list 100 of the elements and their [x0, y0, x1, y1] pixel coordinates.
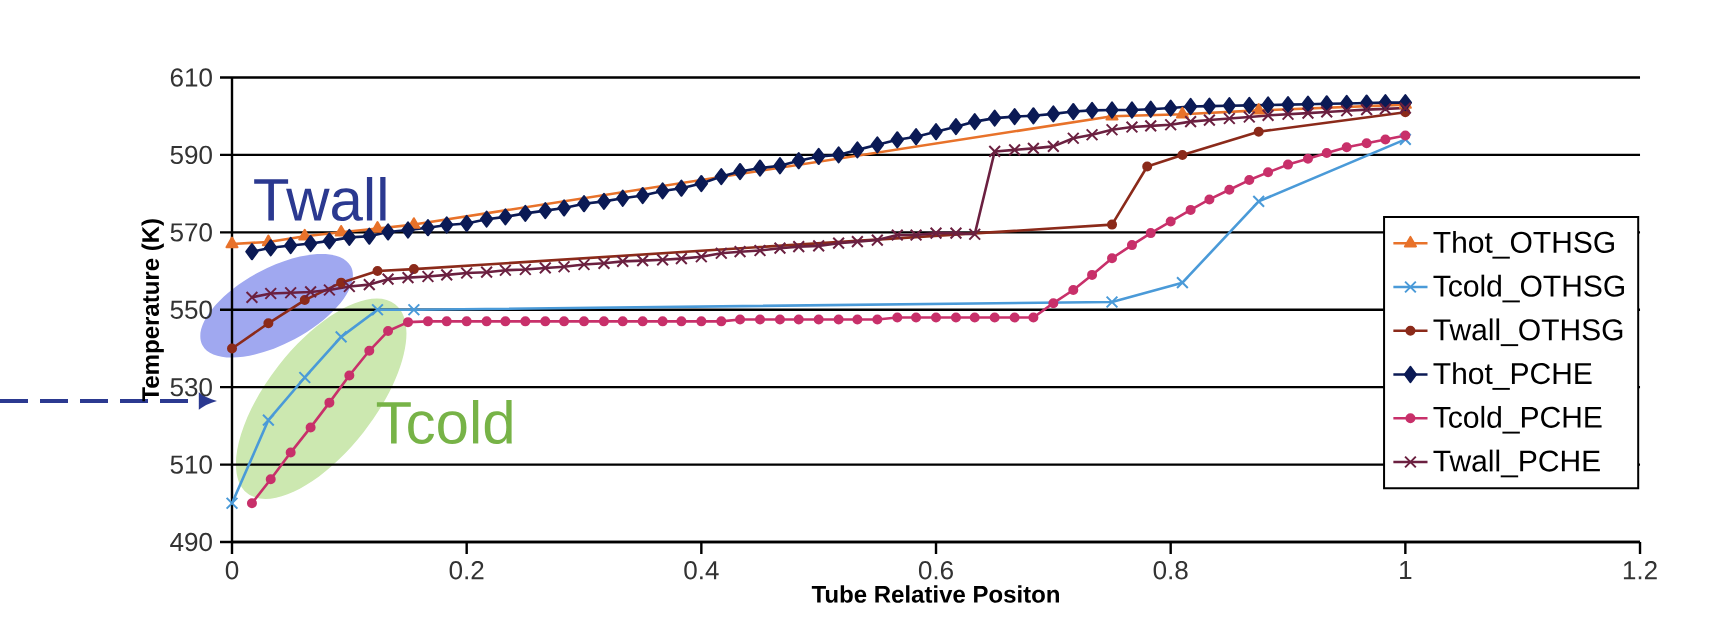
x-tick-label: 1.2 [1623, 561, 1657, 580]
point [1125, 101, 1139, 119]
point [892, 312, 903, 323]
point [540, 316, 551, 327]
point [774, 314, 785, 325]
point [968, 227, 982, 241]
point [1203, 113, 1216, 127]
point [1105, 123, 1119, 137]
point [1175, 106, 1189, 119]
point [421, 270, 435, 283]
point [459, 214, 474, 233]
point [559, 316, 570, 327]
point [480, 265, 493, 279]
point [381, 223, 395, 241]
point [334, 330, 348, 344]
point [324, 397, 335, 408]
point [1222, 112, 1236, 125]
point [1176, 276, 1189, 290]
point [1301, 95, 1315, 113]
point [1321, 147, 1332, 158]
point [636, 254, 650, 267]
point [299, 295, 310, 306]
point [911, 312, 922, 323]
point [655, 182, 670, 200]
point [245, 243, 259, 261]
point [407, 303, 421, 317]
point [1185, 204, 1196, 215]
point [968, 113, 982, 131]
point [538, 202, 552, 220]
point [500, 316, 511, 327]
point [988, 145, 1002, 158]
point [714, 167, 728, 186]
point [336, 277, 347, 288]
x-tick-label: 1 [1400, 561, 1412, 579]
point [1261, 96, 1275, 114]
point [851, 235, 864, 248]
point [440, 216, 454, 234]
point [1027, 141, 1040, 155]
point [577, 195, 591, 213]
point [1107, 253, 1118, 264]
y-tick-label: 510 [170, 455, 212, 474]
point [1224, 184, 1235, 195]
point [1252, 194, 1266, 208]
point [598, 316, 609, 327]
point [1380, 134, 1391, 145]
point [263, 318, 274, 329]
point [403, 317, 414, 328]
y-tick-label: 570 [170, 223, 212, 242]
point [1398, 101, 1412, 115]
point [676, 316, 687, 327]
point [518, 204, 533, 222]
point [890, 228, 904, 242]
point [479, 210, 494, 228]
point [440, 268, 454, 282]
point [872, 314, 883, 325]
annotation: Tcold [376, 399, 512, 445]
point [833, 314, 844, 325]
point [969, 312, 980, 323]
point [421, 219, 435, 237]
point [657, 316, 668, 327]
point [813, 314, 824, 325]
point [637, 316, 648, 327]
point [1066, 131, 1080, 145]
point [381, 272, 395, 286]
point [441, 316, 452, 327]
point [870, 233, 884, 247]
point [1379, 102, 1392, 116]
point [481, 316, 492, 327]
legend-label: Thot_OTHSG [1433, 230, 1614, 259]
point [1202, 97, 1217, 115]
point [1398, 133, 1412, 146]
point [344, 370, 355, 381]
point [852, 314, 863, 325]
point [831, 146, 846, 164]
point [225, 236, 239, 249]
point [1142, 161, 1153, 172]
point [773, 157, 787, 175]
point [362, 227, 376, 245]
point [870, 136, 885, 154]
point [1105, 295, 1119, 309]
point [1105, 101, 1119, 119]
point [265, 474, 276, 485]
point [538, 261, 552, 275]
point [401, 221, 415, 239]
point [342, 228, 357, 246]
point [579, 316, 590, 327]
point [264, 239, 278, 257]
point [714, 246, 728, 260]
legend-label: Tcold_OTHSG [1433, 274, 1624, 303]
point [1204, 194, 1215, 205]
point [1046, 140, 1060, 153]
point [753, 244, 767, 257]
legend-label: Thot_PCHE [1433, 362, 1592, 390]
point [284, 286, 298, 300]
point [364, 345, 375, 356]
point [949, 118, 963, 136]
point [1177, 149, 1188, 160]
x-tick-label: 0 [225, 561, 239, 580]
point [1144, 100, 1158, 118]
point [811, 147, 826, 166]
